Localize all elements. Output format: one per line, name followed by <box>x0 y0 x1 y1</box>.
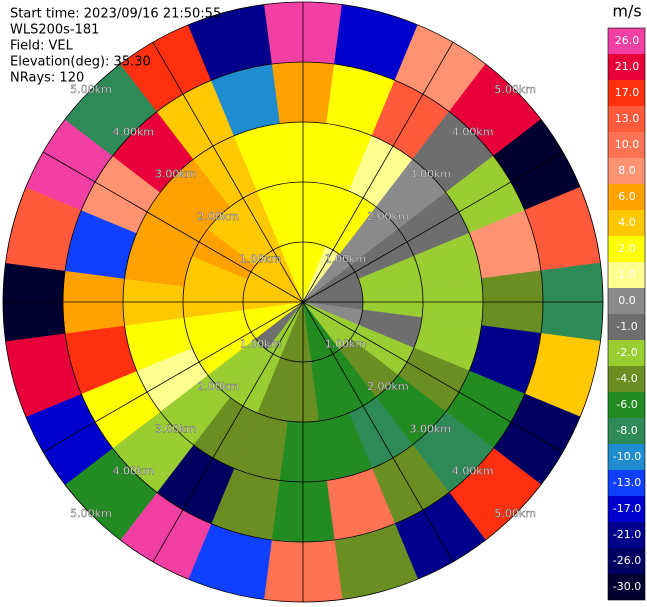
range-label: 1.00km <box>240 337 282 350</box>
colorbar-band <box>608 158 645 184</box>
colorbar-band <box>608 132 645 158</box>
colorbar-label: 4.0 <box>618 216 636 229</box>
range-label: 4.00km <box>452 465 494 478</box>
colorbar-label: 6.0 <box>618 190 636 203</box>
range-label: 2.00km <box>197 210 239 223</box>
colorbar-band <box>608 444 645 470</box>
colorbar: 26.0 21.0 17.0 13.0 10.0 8.0 6.0 4.0 2.0 1.0 0.0 -1… <box>607 27 646 601</box>
header-line: WLS200s-181 <box>10 23 99 38</box>
colorbar-band <box>608 496 645 522</box>
colorbar-label: 10.0 <box>615 138 640 151</box>
colorbar-label: 21.0 <box>615 60 640 73</box>
overlay: 1.00km 1.00km 1.00km 1.00km 2.00km 2.00km 2.00… <box>2 1 604 603</box>
colorbar-band <box>608 288 645 314</box>
colorbar-band <box>608 28 645 54</box>
colorbar-band <box>608 314 645 340</box>
plot <box>2 1 604 603</box>
radial-line <box>152 41 454 563</box>
colorbar-band <box>608 522 645 548</box>
range-label: 2.00km <box>367 210 409 223</box>
range-label: 4.00km <box>452 125 494 138</box>
colorbar-band <box>608 574 645 600</box>
colorbar-label: -21.0 <box>613 528 641 541</box>
range-label: 5.00km <box>70 507 112 520</box>
header: Start time: 2023/09/16 21:50:55WLS200s-1… <box>10 7 221 86</box>
range-ring <box>2 1 604 603</box>
colorbar-label: -13.0 <box>613 476 641 489</box>
unit-label: m/s <box>612 2 641 21</box>
range-label: 4.00km <box>113 125 155 138</box>
colorbar-band <box>608 548 645 574</box>
colorbar-label: 26.0 <box>615 34 640 47</box>
colorbar-label: 13.0 <box>615 112 640 125</box>
range-label: 4.00km <box>113 465 155 478</box>
colorbar-band <box>608 184 645 210</box>
range-label: 2.00km <box>197 380 239 393</box>
range-label: 1.00km <box>240 253 282 266</box>
colorbar-band <box>608 210 645 236</box>
range-label: 5.00km <box>494 83 536 96</box>
header-line: NRays: 120 <box>10 71 84 86</box>
colorbar-label: -17.0 <box>613 502 641 515</box>
colorbar-band <box>608 470 645 496</box>
colorbar-band <box>608 340 645 366</box>
colorbar-label: -1.0 <box>616 320 637 333</box>
colorbar-label: -30.0 <box>613 580 641 593</box>
colorbar-label: -8.0 <box>616 424 637 437</box>
range-ring <box>242 241 364 363</box>
colorbar-label: -6.0 <box>616 398 637 411</box>
colorbar-band <box>608 392 645 418</box>
range-ring <box>62 61 544 543</box>
colorbar-label: -26.0 <box>613 554 641 567</box>
header-line: Start time: 2023/09/16 21:50:55 <box>10 7 221 22</box>
header-line: Field: VEL <box>10 39 74 54</box>
colorbar-band <box>608 366 645 392</box>
colorbar-band <box>608 262 645 288</box>
range-label: 2.00km <box>367 380 409 393</box>
range-label: 3.00km <box>409 422 451 435</box>
colorbar-frame <box>607 27 646 601</box>
range-label: 5.00km <box>494 507 536 520</box>
range-label: 1.00km <box>325 337 367 350</box>
colorbar-label: -2.0 <box>616 346 637 359</box>
colorbar-band <box>608 80 645 106</box>
colorbar-label: -10.0 <box>613 450 641 463</box>
range-label: 3.00km <box>155 422 197 435</box>
colorbar-label: 2.0 <box>618 242 636 255</box>
colorbar-band <box>608 54 645 80</box>
range-label: 3.00km <box>409 168 451 181</box>
range-label: 3.00km <box>155 168 197 181</box>
colorbar-label: 8.0 <box>618 164 636 177</box>
colorbar-label: 17.0 <box>615 86 640 99</box>
range-ring <box>182 181 424 423</box>
colorbar-band <box>608 236 645 262</box>
colorbar-label: -4.0 <box>616 372 637 385</box>
colorbar-band <box>608 106 645 132</box>
header-line: Elevation(deg): 35.30 <box>10 55 151 70</box>
range-label: 5.00km <box>70 83 112 96</box>
range-label: 1.00km <box>325 253 367 266</box>
colorbar-label: 0.0 <box>618 294 636 307</box>
range-ring <box>122 121 484 483</box>
colorbar-label: 1.0 <box>618 268 636 281</box>
colorbar-band <box>608 418 645 444</box>
